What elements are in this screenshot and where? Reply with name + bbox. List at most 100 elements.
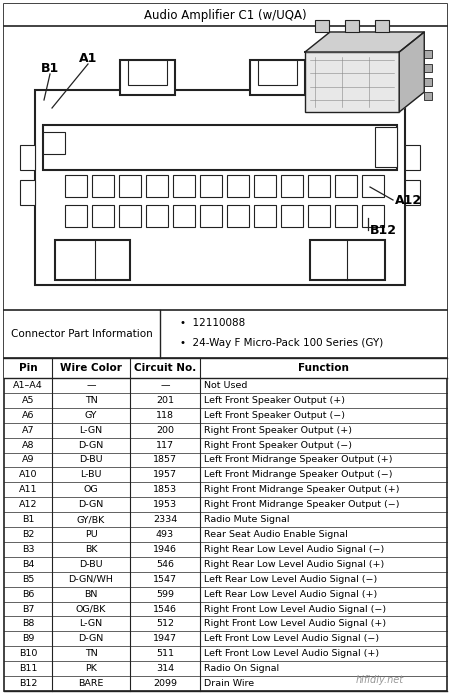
Text: Right Rear Low Level Audio Signal (+): Right Rear Low Level Audio Signal (+)	[204, 559, 384, 569]
Text: Audio Amplifier C1 (w/UQA): Audio Amplifier C1 (w/UQA)	[144, 8, 306, 22]
Text: Left Front Speaker Output (+): Left Front Speaker Output (+)	[204, 396, 345, 405]
Text: Radio Mute Signal: Radio Mute Signal	[204, 515, 290, 524]
Text: Not Used: Not Used	[204, 381, 248, 390]
Text: 599: 599	[156, 589, 174, 598]
Text: BARE: BARE	[78, 679, 104, 688]
Text: 546: 546	[156, 559, 174, 569]
Text: B5: B5	[22, 575, 34, 584]
Text: Function: Function	[298, 363, 349, 373]
Text: B6: B6	[22, 589, 34, 598]
Text: Rear Seat Audio Enable Signal: Rear Seat Audio Enable Signal	[204, 530, 348, 539]
Text: A11: A11	[19, 485, 37, 494]
Text: GY: GY	[85, 411, 97, 420]
Text: A8: A8	[22, 441, 34, 450]
Text: 1953: 1953	[153, 500, 177, 509]
Text: •  12110088: • 12110088	[180, 318, 245, 328]
Bar	[405, 145, 420, 170]
Text: Left Front Low Level Audio Signal (+): Left Front Low Level Audio Signal (+)	[204, 649, 379, 658]
Text: 1853: 1853	[153, 485, 177, 494]
Text: D-GN: D-GN	[78, 635, 104, 644]
Text: 118: 118	[156, 411, 174, 420]
Text: A9: A9	[22, 455, 34, 464]
Bar	[92, 175, 114, 197]
Bar	[65, 205, 87, 227]
Bar	[305, 52, 399, 112]
Bar	[173, 205, 195, 227]
Bar	[4, 358, 447, 378]
Text: Left Rear Low Level Audio Signal (+): Left Rear Low Level Audio Signal (+)	[204, 589, 377, 598]
Text: hifidiy.net: hifidiy.net	[356, 675, 404, 685]
Bar	[335, 175, 357, 197]
Text: B2: B2	[22, 530, 34, 539]
Bar	[227, 175, 249, 197]
Text: 1946: 1946	[153, 545, 177, 554]
Bar	[92, 205, 114, 227]
Text: Left Rear Low Level Audio Signal (−): Left Rear Low Level Audio Signal (−)	[204, 575, 377, 584]
Bar	[65, 175, 87, 197]
Bar	[375, 20, 389, 32]
Bar	[424, 50, 432, 58]
Bar	[254, 175, 276, 197]
Text: B4: B4	[22, 559, 34, 569]
Text: A10: A10	[19, 471, 37, 480]
Bar	[345, 20, 359, 32]
Bar	[424, 78, 432, 86]
Text: 201: 201	[156, 396, 174, 405]
Text: 200: 200	[156, 425, 174, 434]
Text: Right Front Midrange Speaker Output (−): Right Front Midrange Speaker Output (−)	[204, 500, 400, 509]
Bar	[4, 310, 447, 358]
Text: 1957: 1957	[153, 471, 177, 480]
Text: B8: B8	[22, 619, 34, 628]
Text: L-GN: L-GN	[79, 425, 102, 434]
Bar	[335, 205, 357, 227]
Text: L-GN: L-GN	[79, 619, 102, 628]
Text: Right Front Speaker Output (−): Right Front Speaker Output (−)	[204, 441, 352, 450]
Bar	[128, 60, 167, 85]
Text: A12: A12	[19, 500, 37, 509]
Text: Circuit No.: Circuit No.	[134, 363, 196, 373]
Text: —: —	[160, 381, 170, 390]
Text: B1: B1	[41, 61, 59, 74]
Text: B3: B3	[22, 545, 34, 554]
Text: TN: TN	[85, 396, 97, 405]
Bar	[119, 205, 141, 227]
Text: TN: TN	[85, 649, 97, 658]
Text: •  24-Way F Micro-Pack 100 Series (GY): • 24-Way F Micro-Pack 100 Series (GY)	[180, 338, 383, 348]
Text: 117: 117	[156, 441, 174, 450]
Text: PU: PU	[85, 530, 97, 539]
Text: L-BU: L-BU	[80, 471, 102, 480]
Bar	[405, 180, 420, 205]
Text: Radio On Signal: Radio On Signal	[204, 664, 279, 673]
Text: D-GN: D-GN	[78, 500, 104, 509]
Text: 2099: 2099	[153, 679, 177, 688]
Text: Left Front Midrange Speaker Output (−): Left Front Midrange Speaker Output (−)	[204, 471, 392, 480]
Bar	[20, 180, 35, 205]
Text: —: —	[86, 381, 96, 390]
Text: Left Front Speaker Output (−): Left Front Speaker Output (−)	[204, 411, 345, 420]
Text: Drain Wire: Drain Wire	[204, 679, 254, 688]
Text: Right Front Speaker Output (+): Right Front Speaker Output (+)	[204, 425, 352, 434]
Text: 1857: 1857	[153, 455, 177, 464]
Text: A1–A4: A1–A4	[13, 381, 43, 390]
Bar	[43, 125, 397, 170]
Bar	[146, 175, 168, 197]
Text: 511: 511	[156, 649, 174, 658]
Bar	[362, 205, 384, 227]
Text: B12: B12	[370, 224, 397, 236]
Text: A7: A7	[22, 425, 34, 434]
Text: B12: B12	[19, 679, 37, 688]
Bar	[146, 205, 168, 227]
Bar	[258, 60, 297, 85]
Text: 512: 512	[156, 619, 174, 628]
Text: Right Front Midrange Speaker Output (+): Right Front Midrange Speaker Output (+)	[204, 485, 400, 494]
Bar	[120, 60, 175, 95]
Bar	[362, 175, 384, 197]
Bar	[20, 145, 35, 170]
Text: A6: A6	[22, 411, 34, 420]
Bar	[310, 240, 385, 280]
Text: 1547: 1547	[153, 575, 177, 584]
Text: PK: PK	[85, 664, 97, 673]
Text: A12: A12	[395, 193, 422, 206]
Bar	[173, 175, 195, 197]
Text: B10: B10	[19, 649, 37, 658]
